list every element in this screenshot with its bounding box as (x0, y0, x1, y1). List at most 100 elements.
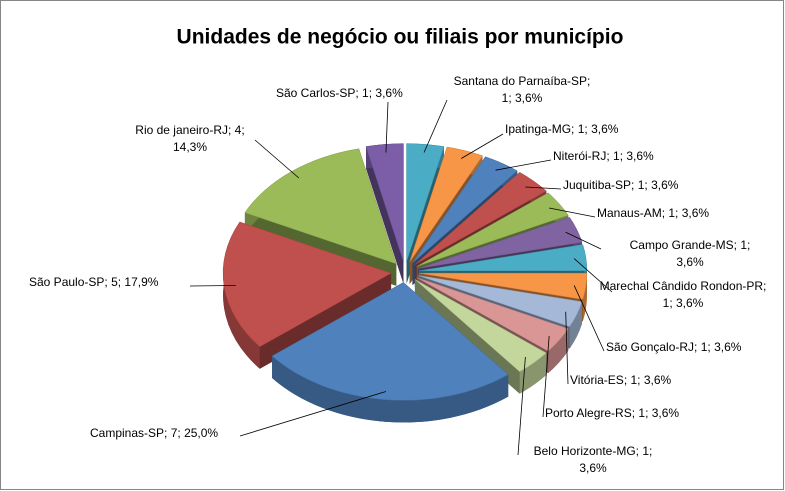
label-part: Marechal Cândido Rondon-PR (600, 279, 764, 293)
slice-top (222, 221, 392, 348)
label-part: 3,6% (652, 406, 680, 420)
label-part: ; (645, 406, 652, 420)
label-part: ; (355, 86, 362, 100)
label-part: ; (118, 275, 125, 289)
label-part: Campo Grande-MS (630, 238, 734, 252)
label-part: ; (632, 406, 639, 420)
data-label-line: São Gonçalo-RJ; 1; 3,6% (606, 340, 742, 354)
label-part: São Carlos-SP (276, 86, 355, 100)
label-part: ; (649, 444, 652, 458)
slice (271, 282, 509, 423)
leader-line (525, 186, 562, 190)
label-part: 3,6% (676, 296, 704, 310)
data-label-line: Ipatinga-MG; 1; 3,6% (505, 122, 619, 136)
data-label-line: 1; 3,6% (502, 91, 543, 105)
label-part: São Paulo-SP (29, 275, 104, 289)
leader-line (565, 231, 602, 250)
label-part: ; (707, 340, 714, 354)
label-part: 3,6% (651, 178, 679, 192)
label-part: Porto Alegre-RS (545, 406, 632, 420)
label-part: Juquitiba-SP (563, 178, 631, 192)
data-label: Vitória-ES; 1; 3,6% (570, 373, 672, 387)
data-label: São Gonçalo-RJ; 1; 3,6% (606, 340, 742, 354)
label-part: 3,6% (579, 461, 607, 475)
label-part: Niterói-RJ (553, 149, 606, 163)
leader-line (189, 285, 236, 287)
label-part: 3,6% (644, 373, 672, 387)
data-label-line: Belo Horizonte-MG; 1; (534, 444, 653, 458)
label-part: Campinas-SP (90, 426, 164, 440)
label-part: 3,6% (626, 149, 654, 163)
label-part: 17,9% (124, 275, 158, 289)
slice-top (416, 192, 569, 267)
leader-line (461, 133, 504, 159)
label-part: 3,6% (682, 206, 710, 220)
data-label: Ipatinga-MG; 1; 3,6% (505, 122, 619, 136)
slice-top (418, 244, 588, 272)
label-part: ; (669, 296, 676, 310)
data-label-line: 14,3% (173, 140, 207, 154)
label-part: ; (606, 149, 613, 163)
label-part: ; (624, 373, 631, 387)
label-part: ; (241, 123, 244, 137)
data-label-line: Manaus-AM; 1; 3,6% (597, 206, 709, 220)
leader-line (573, 258, 613, 293)
label-part: ; (662, 206, 669, 220)
label-part: ; (636, 444, 643, 458)
label-part: ; (584, 122, 591, 136)
label-part: ; (734, 238, 741, 252)
data-label-line: São Carlos-SP; 1; 3,6% (276, 86, 403, 100)
label-part: 5 (111, 275, 118, 289)
data-label-line: 3,6% (676, 255, 704, 269)
data-label: Porto Alegre-RS; 1; 3,6% (545, 406, 679, 420)
label-part: 1 (502, 91, 509, 105)
leader-line (549, 207, 596, 218)
data-label-line: 3,6% (579, 461, 607, 475)
data-label-line: Campinas-SP; 7; 25,0% (90, 426, 218, 440)
data-label: Marechal Cândido Rondon-PR; 1; 3,6% (600, 279, 767, 310)
data-label-line: Niterói-RJ; 1; 3,6% (553, 149, 654, 163)
slice-wall (548, 328, 569, 374)
leader-line (565, 311, 569, 385)
label-part: Belo Horizonte-MG (534, 444, 636, 458)
label-part: ; (228, 123, 235, 137)
data-label: Niterói-RJ; 1; 3,6% (553, 149, 654, 163)
label-part: Vitória-ES (570, 373, 624, 387)
data-label-line: Juquitiba-SP; 1; 3,6% (563, 178, 679, 192)
label-part: 25,0% (184, 426, 218, 440)
label-part: ; (104, 275, 111, 289)
label-part: ; (644, 178, 651, 192)
label-part: ; (587, 74, 590, 88)
slice (365, 143, 404, 284)
data-label-line: São Paulo-SP; 5; 17,9% (29, 275, 159, 289)
leader-line (254, 139, 300, 179)
slice-wall (569, 301, 583, 349)
label-part: São Gonçalo-RJ (606, 340, 694, 354)
label-part: Santana do Parnaíba-SP (454, 74, 587, 88)
data-label: Santana do Parnaíba-SP; 1; 3,6% (454, 74, 591, 105)
data-label: Belo Horizonte-MG; 1; 3,6% (534, 444, 653, 475)
label-part: 1 (701, 340, 708, 354)
data-label: Juquitiba-SP; 1; 3,6% (563, 178, 679, 192)
slice-top (418, 217, 583, 269)
label-part: 14,3% (173, 140, 207, 154)
data-label: Campinas-SP; 7; 25,0% (90, 426, 218, 440)
label-part: ; (369, 86, 376, 100)
label-part: ; (763, 279, 766, 293)
label-part: Manaus-AM (597, 206, 662, 220)
label-part: Rio de janeiro-RJ (135, 123, 228, 137)
data-label: Manaus-AM; 1; 3,6% (597, 206, 709, 220)
label-part: 3,6% (591, 122, 619, 136)
slice-wall (223, 221, 260, 369)
slice-wall (582, 273, 587, 322)
label-part: ; (571, 122, 578, 136)
data-label-line: Marechal Cândido Rondon-PR; (600, 279, 767, 293)
slice-wall (519, 352, 547, 394)
leader-line (385, 101, 389, 153)
label-part: 3,6% (375, 86, 403, 100)
label-part: 1 (362, 86, 369, 100)
data-label-line: Santana do Parnaíba-SP; (454, 74, 591, 88)
label-part: 3,6% (515, 91, 543, 105)
slice-top (409, 146, 483, 263)
data-label-line: Porto Alegre-RS; 1; 3,6% (545, 406, 679, 420)
